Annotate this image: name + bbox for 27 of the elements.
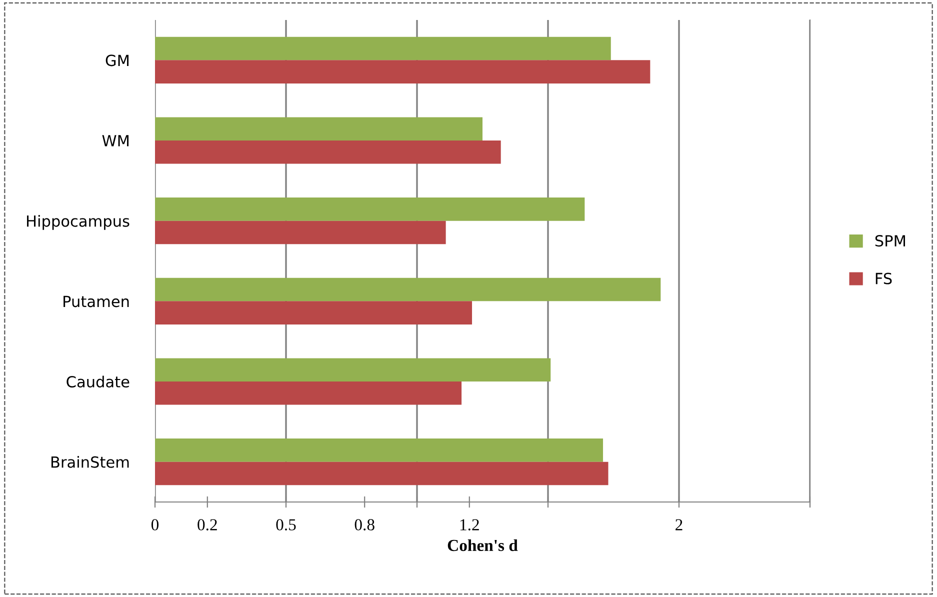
y-tick-label: WM	[102, 135, 129, 146]
bar	[155, 198, 585, 221]
x-axis-title: Cohen's d	[448, 539, 518, 552]
x-tick-label: 1.2	[460, 519, 479, 530]
x-tick-label: 0	[151, 519, 159, 530]
y-tick-label: GM	[106, 54, 129, 66]
legend-label: SPM	[875, 235, 905, 247]
x-tick-label: 0.5	[276, 519, 296, 530]
x-tick-label: 2	[676, 519, 682, 530]
bar	[155, 220, 446, 244]
bar	[155, 301, 472, 324]
y-tick-label: Caudate	[66, 376, 130, 388]
legend-label: FS	[876, 272, 892, 284]
bar	[155, 462, 608, 486]
bar	[155, 36, 611, 60]
bar	[155, 60, 650, 84]
bar	[155, 438, 604, 462]
y-tick-label: Putamen	[64, 296, 129, 308]
y-tick-label: BrainStem	[51, 456, 129, 468]
bar	[155, 278, 661, 302]
x-tick-label: 0.2	[198, 519, 217, 530]
bar	[155, 117, 482, 140]
bar	[155, 140, 501, 164]
bar	[155, 382, 462, 405]
y-tick-label: Hippocampus	[27, 215, 130, 230]
bar	[155, 358, 551, 382]
x-tick-label: 0.8	[354, 519, 374, 530]
